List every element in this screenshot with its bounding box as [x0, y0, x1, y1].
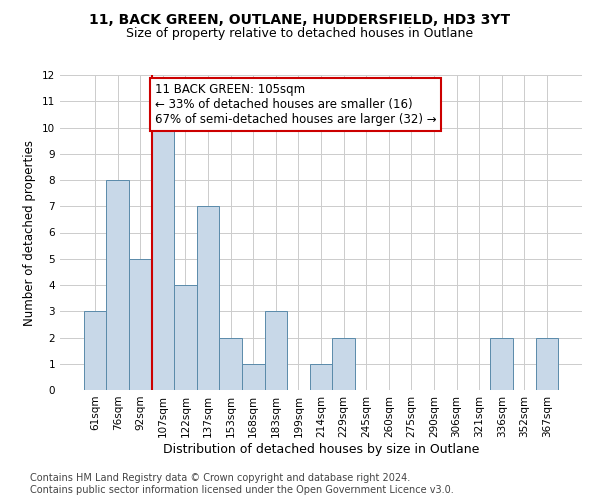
Bar	[84, 311, 106, 390]
Bar	[310, 364, 332, 390]
Text: 11 BACK GREEN: 105sqm
← 33% of detached houses are smaller (16)
67% of semi-deta: 11 BACK GREEN: 105sqm ← 33% of detached …	[155, 83, 437, 126]
Bar	[197, 206, 220, 390]
Bar	[265, 311, 287, 390]
Text: 11, BACK GREEN, OUTLANE, HUDDERSFIELD, HD3 3YT: 11, BACK GREEN, OUTLANE, HUDDERSFIELD, H…	[89, 12, 511, 26]
X-axis label: Distribution of detached houses by size in Outlane: Distribution of detached houses by size …	[163, 442, 479, 456]
Text: Size of property relative to detached houses in Outlane: Size of property relative to detached ho…	[127, 28, 473, 40]
Bar	[536, 338, 558, 390]
Bar	[490, 338, 513, 390]
Bar	[152, 128, 174, 390]
Bar	[332, 338, 355, 390]
Text: Contains HM Land Registry data © Crown copyright and database right 2024.
Contai: Contains HM Land Registry data © Crown c…	[30, 474, 454, 495]
Bar	[174, 285, 197, 390]
Y-axis label: Number of detached properties: Number of detached properties	[23, 140, 37, 326]
Bar	[220, 338, 242, 390]
Bar	[242, 364, 265, 390]
Bar	[106, 180, 129, 390]
Bar	[129, 259, 152, 390]
